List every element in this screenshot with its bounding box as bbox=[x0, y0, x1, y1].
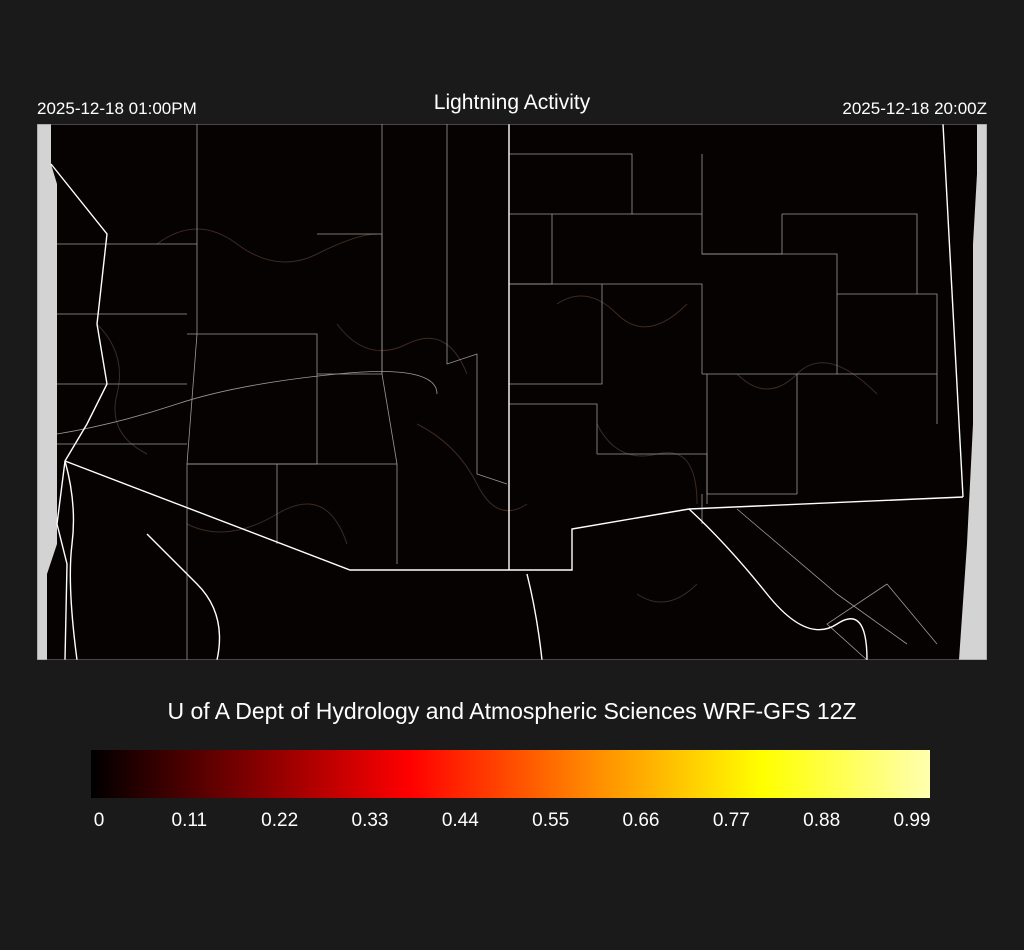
colorbar-tick-label: 0.11 bbox=[171, 810, 208, 831]
colorbar bbox=[91, 750, 930, 798]
colorbar-tick-label: 0.77 bbox=[712, 810, 750, 831]
out-of-domain-right bbox=[959, 124, 987, 660]
local-timestamp: 2025-12-18 01:00PM bbox=[37, 99, 197, 118]
out-of-domain-left bbox=[37, 124, 57, 660]
colorbar-tick-label: 0.55 bbox=[532, 810, 570, 831]
map-title: Lightning Activity bbox=[433, 91, 591, 114]
rio-grande bbox=[688, 508, 868, 660]
model-credit: U of A Dept of Hydrology and Atmospheric… bbox=[167, 698, 857, 724]
utc-timestamp: 2025-12-18 20:00Z bbox=[842, 99, 987, 118]
colorbar-tick-label: 0 bbox=[93, 810, 105, 831]
colorbar-tick-label: 0.66 bbox=[622, 810, 660, 831]
colorbar-tick-label: 0.44 bbox=[441, 810, 479, 831]
lightning-map bbox=[37, 124, 987, 660]
ca-border bbox=[50, 163, 108, 660]
nm-tx-border bbox=[942, 124, 964, 498]
state-and-national-borders bbox=[50, 124, 964, 660]
gulf-coast bbox=[146, 533, 221, 660]
map-background bbox=[37, 124, 987, 660]
colorbar-tick-label: 0.22 bbox=[261, 810, 299, 831]
colorbar-tick-label: 0.88 bbox=[803, 810, 841, 831]
mexico-border bbox=[64, 460, 964, 571]
baja-coast bbox=[64, 460, 78, 660]
sonora-line bbox=[526, 573, 543, 660]
colorbar-tick-label: 0.33 bbox=[351, 810, 389, 831]
colorbar-tick-label: 0.99 bbox=[893, 810, 931, 831]
